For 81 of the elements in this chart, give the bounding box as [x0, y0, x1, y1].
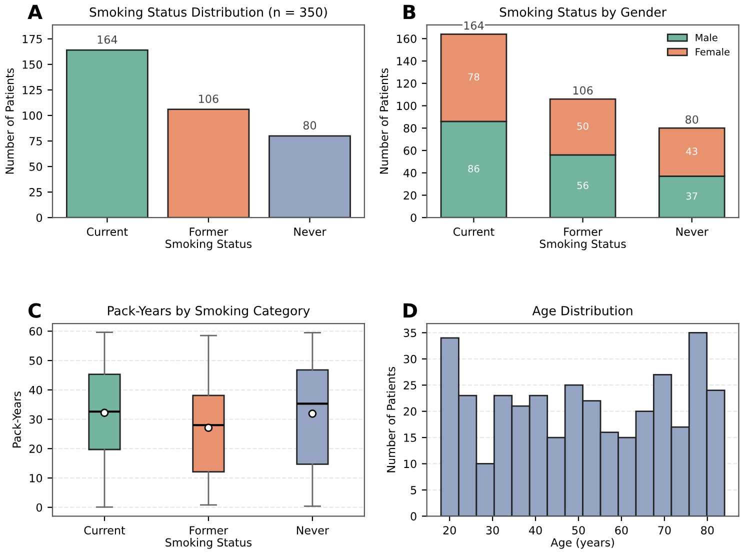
text: B	[404, 4, 416, 20]
y-tick-label: 40	[404, 168, 416, 178]
y-tick-label: 5	[410, 486, 416, 494]
y-tick-label: 25	[29, 188, 42, 196]
total-label: 164	[464, 21, 484, 30]
data-label: 50	[577, 122, 588, 130]
y-tick-label: 150	[22, 60, 42, 69]
chart-title: Smoking Status by Gender	[500, 7, 667, 20]
x-tick-label: 70	[658, 526, 671, 534]
x-tick-label: 30	[486, 526, 499, 534]
y-tick-label: 20	[404, 407, 416, 416]
y-tick-label: 0	[410, 512, 416, 521]
x-tick-label: 50	[572, 526, 585, 534]
data-label: 106	[199, 94, 218, 104]
x-tick-label: Current	[86, 228, 128, 236]
y-tick-label: 80	[404, 124, 416, 132]
x-tick-label: Former	[564, 228, 602, 236]
x-axis-title: Smoking Status	[166, 538, 252, 549]
y-axis-title: Pack-Years	[12, 392, 21, 448]
x-tick-label: Former	[190, 526, 228, 534]
y-tick-label: 140	[397, 56, 416, 66]
y-tick-label: 0	[36, 214, 42, 222]
y-tick-label: 30	[29, 415, 42, 424]
y-tick-label: 125	[22, 86, 42, 94]
y-tick-label: 100	[22, 111, 42, 120]
y-tick-label: 160	[397, 34, 416, 43]
legend-label: Female	[696, 48, 730, 56]
y-tick-label: 60	[29, 327, 42, 336]
data-label: 86	[468, 164, 480, 172]
x-tick-label: Current	[453, 228, 494, 236]
x-axis-title: Smoking Status	[166, 239, 252, 250]
y-tick-label: 50	[29, 356, 42, 365]
y-tick-label: 175	[22, 34, 42, 44]
y-tick-label: 25	[404, 381, 416, 390]
bar	[167, 108, 250, 218]
x-tick-label: Never	[294, 228, 326, 236]
chart-title: Smoking Status Distribution (n = 350)	[90, 7, 327, 20]
x-tick-label: Never	[676, 228, 708, 236]
y-tick-label: 35	[404, 328, 416, 338]
x-tick-label: Never	[296, 526, 330, 534]
x-axis-title: Smoking Status	[540, 239, 626, 250]
bar	[66, 49, 148, 218]
x-tick-label: 20	[443, 526, 456, 534]
y-axis-title: Number of Patients	[5, 68, 14, 174]
x-tick-label: Current	[84, 526, 126, 534]
x-tick-label: 40	[528, 526, 542, 534]
y-tick-label: 15	[404, 434, 416, 442]
y-tick-label: 30	[404, 354, 416, 364]
y-tick-label: 20	[29, 444, 42, 453]
y-tick-label: 10	[30, 474, 42, 482]
total-label: 80	[686, 115, 698, 124]
y-tick-label: 0	[36, 503, 42, 512]
data-label: 78	[468, 73, 480, 81]
total-label: 106	[573, 86, 593, 95]
x-tick-label: 60	[615, 526, 628, 534]
chart-title: Pack-Years by Smoking Category	[108, 306, 310, 318]
x-axis-title: Age (years)	[550, 538, 614, 549]
text: D	[404, 303, 417, 318]
y-axis-title: Number of Patients	[380, 68, 388, 174]
y-tick-label: 120	[397, 79, 416, 88]
x-tick-label: Former	[190, 228, 228, 236]
data-label: 43	[686, 148, 698, 155]
data-label: 37	[686, 192, 698, 200]
bar	[268, 135, 351, 218]
x-tick-label: 80	[701, 526, 714, 534]
chart-title: Age Distribution	[532, 306, 632, 318]
text: A	[28, 4, 42, 20]
legend-label: Male	[696, 34, 718, 42]
data-label: 164	[98, 35, 118, 44]
y-tick-label: 0	[410, 214, 416, 222]
y-tick-label: 50	[29, 162, 42, 171]
y-tick-label: 60	[404, 146, 416, 155]
y-axis-title: Number of Patients	[386, 366, 396, 472]
data-label: 80	[303, 121, 316, 130]
y-tick-label: 40	[29, 386, 42, 394]
y-tick-label: 75	[30, 137, 42, 146]
text: C	[28, 303, 41, 318]
y-tick-label: 20	[404, 191, 416, 200]
data-label: 56	[577, 182, 588, 190]
y-tick-label: 10	[404, 460, 416, 468]
y-tick-label: 100	[397, 102, 416, 110]
